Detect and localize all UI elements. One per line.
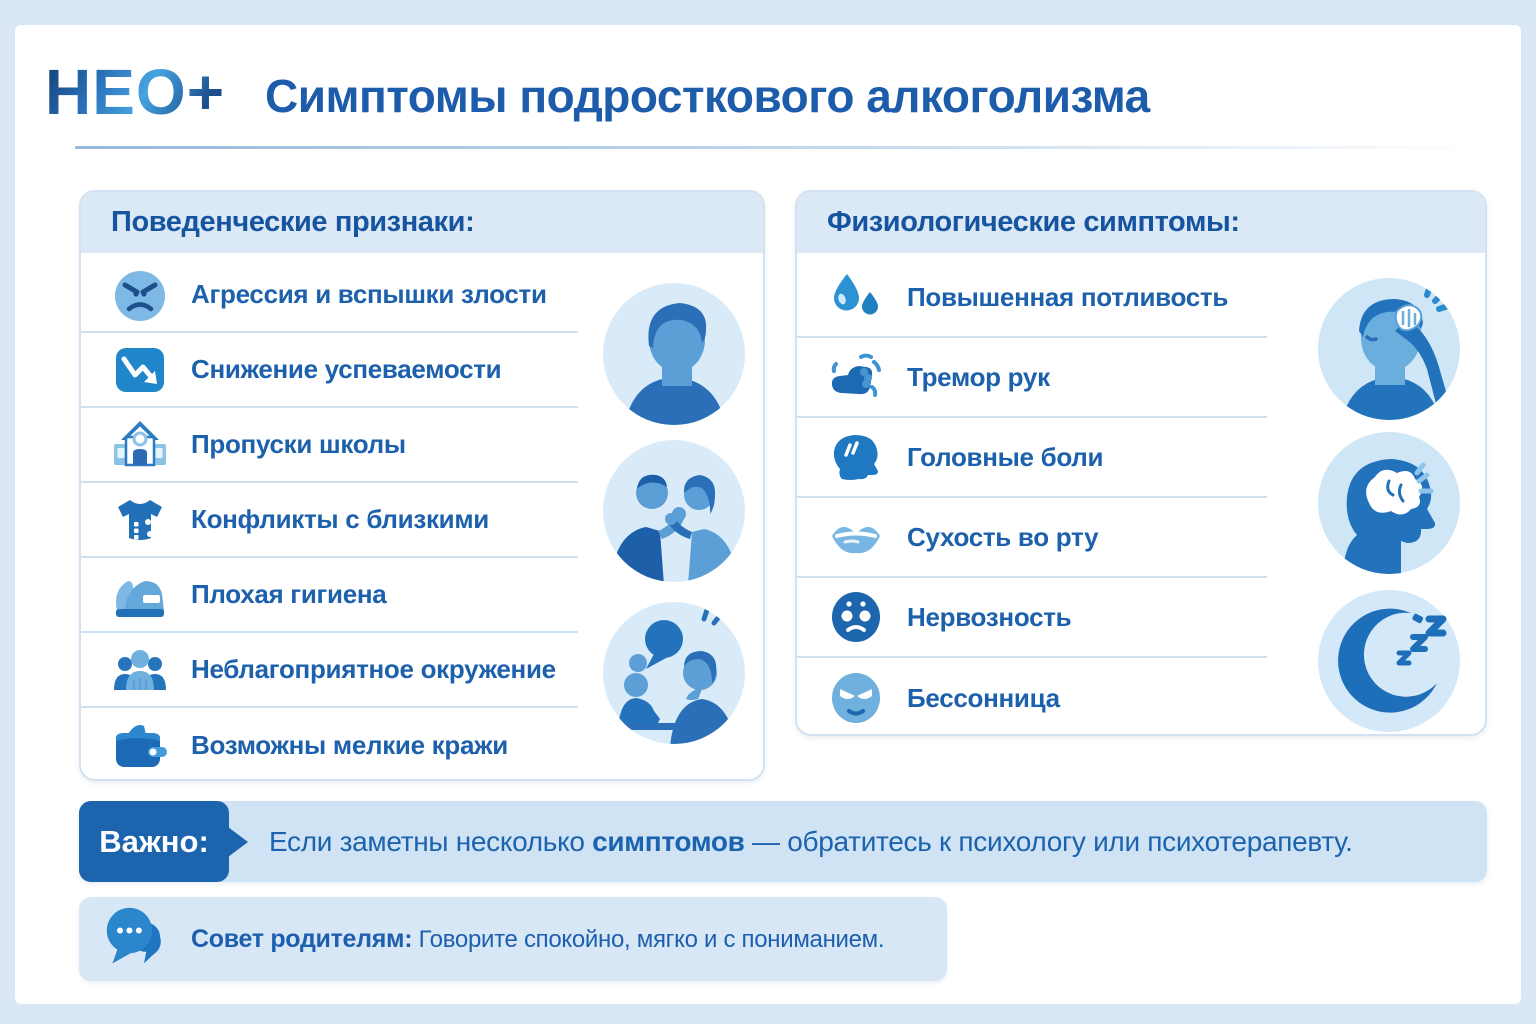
list-item-label: Пропуски школы — [191, 429, 406, 459]
illustration-parent-teen-talk — [600, 599, 748, 747]
list-item: Агрессия и вспышки злости — [81, 258, 578, 333]
list-item: Плохая гигиена — [81, 558, 578, 633]
list-item-label: Плохая гигиена — [191, 579, 387, 609]
list-item: Сухость во рту — [797, 498, 1267, 578]
chat-bubbles-icon — [101, 905, 173, 973]
list-item-label: Неблагоприятное окружение — [191, 654, 556, 684]
important-text: Если заметны несколько симптомов — обрат… — [269, 826, 1353, 858]
list-item: Повышенная потливость — [797, 258, 1267, 338]
physiological-symptom-list: Повышенная потливость Тремор — [797, 258, 1267, 734]
header-divider — [75, 146, 1485, 149]
important-banner: Важно: Если заметны несколько симптомов … — [79, 801, 1487, 882]
sweat-drops-icon — [827, 268, 885, 326]
head-profile-icon — [827, 428, 885, 486]
illustration-teen-profile — [600, 280, 748, 428]
wallet-icon — [111, 717, 169, 775]
advice-body: Говорите спокойно, мягко и с пониманием. — [412, 925, 885, 953]
behavioral-panel: Поведенческие признаки: Агрессия и вспыш… — [79, 190, 765, 781]
physiological-panel-header: Физиологические симптомы: — [797, 192, 1485, 258]
tshirt-icon — [111, 491, 169, 549]
list-item: Нервозность — [797, 578, 1267, 658]
list-item-label: Конфликты с близкими — [191, 504, 489, 534]
list-item: Снижение успеваемости — [81, 333, 578, 408]
page-frame: НЕО+ Симптомы подросткового алкоголизма … — [15, 25, 1521, 1004]
lips-icon — [827, 508, 885, 566]
list-item-label: Бессонница — [907, 682, 1060, 713]
angry-face-icon — [111, 266, 169, 324]
list-item-label: Снижение успеваемости — [191, 354, 502, 384]
advice-label: Совет родителям: — [191, 924, 413, 953]
list-item-label: Агрессия и вспышки злости — [191, 279, 547, 309]
important-tag: Важно: — [79, 801, 229, 882]
list-item-label: Сухость во рту — [907, 521, 1099, 552]
neo-plus-logo: НЕО+ — [45, 56, 226, 128]
laundry-pile-icon — [111, 566, 169, 624]
important-text-bold: симптомов — [592, 825, 745, 857]
behavioral-symptom-list: Агрессия и вспышки злости Снижение успев… — [81, 258, 578, 779]
nervous-face-icon — [827, 588, 885, 646]
advice-text: Совет родителям: Говорите спокойно, мягк… — [191, 924, 885, 954]
physiological-panel: Физиологические симптомы: Повышенная пот… — [795, 190, 1487, 736]
important-text-start: Если заметны несколько — [269, 825, 593, 857]
list-item: Пропуски школы — [81, 408, 578, 483]
list-item: Бессонница — [797, 658, 1267, 734]
sleepy-face-icon — [827, 669, 885, 727]
list-item: Головные боли — [797, 418, 1267, 498]
list-item-label: Возможны мелкие кражи — [191, 730, 508, 760]
behavioral-panel-header: Поведенческие признаки: — [81, 192, 763, 258]
list-item-label: Головные боли — [907, 441, 1104, 472]
school-building-icon — [111, 416, 169, 474]
trembling-hand-icon — [827, 348, 885, 406]
list-item-label: Тремор рук — [907, 361, 1050, 392]
list-item: Конфликты с близкими — [81, 483, 578, 558]
list-item: Неблагоприятное окружение — [81, 633, 578, 708]
page-title: Симптомы подросткового алкоголизма — [265, 70, 1150, 122]
illustration-headache-person — [1315, 275, 1463, 423]
important-text-end: — обратитесь к психологу или психотерапе… — [744, 825, 1353, 857]
people-group-icon — [111, 641, 169, 699]
list-item-label: Повышенная потливость — [907, 281, 1229, 312]
advice-box: Совет родителям: Говорите спокойно, мягк… — [79, 897, 947, 981]
illustration-brain-in-head — [1315, 429, 1463, 577]
list-item: Тремор рук — [797, 338, 1267, 418]
list-item: Возможны мелкие кражи — [81, 708, 578, 779]
illustration-couple-arguing — [600, 437, 748, 585]
illustration-moon-zzz — [1315, 587, 1463, 734]
declining-chart-icon — [111, 341, 169, 399]
list-item-label: Нервозность — [907, 601, 1072, 632]
